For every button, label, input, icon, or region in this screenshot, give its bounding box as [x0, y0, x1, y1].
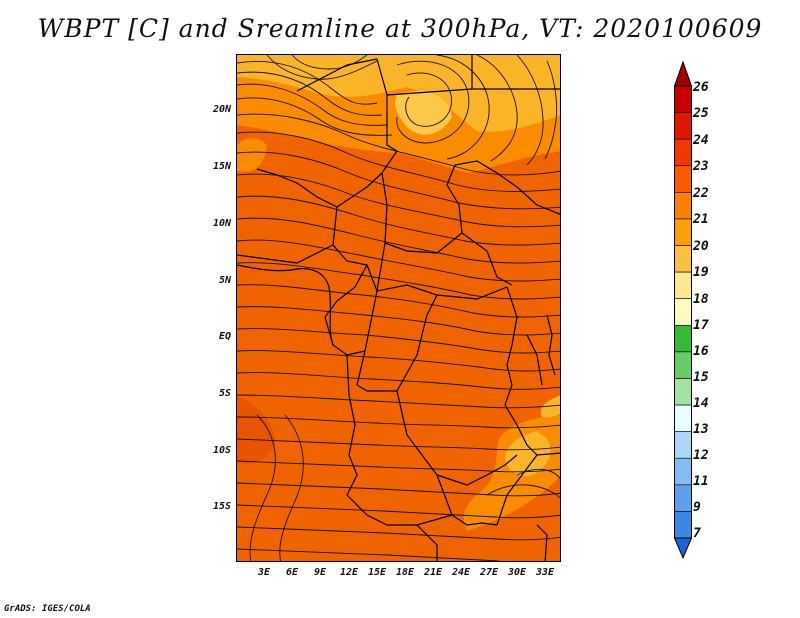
wbpt-contour-20 [237, 55, 560, 132]
colorbar-label: 19 [693, 265, 709, 280]
colorbar-cap-top [674, 60, 692, 87]
colorbar-segment [674, 138, 692, 167]
lon-label: 21E [423, 567, 443, 578]
streamlines [237, 55, 560, 561]
colorbar-segment [674, 378, 692, 406]
colorbar-segment [674, 324, 692, 353]
wbpt-field [237, 55, 560, 561]
colorbar-segment [674, 404, 692, 432]
map-panel [236, 54, 561, 562]
lon-label: 24E [451, 567, 471, 578]
lat-label: 15N [212, 161, 231, 172]
colorbar-label: 14 [693, 396, 709, 411]
colorbar-label: 17 [693, 318, 709, 333]
colorbar-label: 20 [693, 239, 709, 254]
lon-label: 15E [367, 567, 387, 578]
lon-label: 18E [395, 567, 415, 578]
colorbar-segment [674, 218, 692, 246]
colorbar-segment [674, 112, 692, 140]
colorbar-cap-bottom [674, 537, 692, 560]
colorbar-label: 11 [693, 474, 709, 489]
lon-label: 27E [479, 567, 499, 578]
colorbar-segment [674, 165, 692, 193]
lon-label: 33E [535, 567, 555, 578]
wbpt-contour-20-east [540, 395, 560, 418]
lon-label: 6E [285, 567, 299, 578]
colorbar-segment [674, 85, 692, 113]
colorbar-segment [674, 431, 692, 459]
colorbar-label: 13 [693, 422, 709, 437]
lat-label: 5S [218, 388, 231, 399]
wbpt-contour-23 [237, 395, 276, 464]
colorbar-label: 22 [693, 186, 709, 201]
colorbar-segment [674, 245, 692, 273]
colorbar-label: 24 [693, 133, 709, 148]
colorbar-label: 9 [693, 500, 701, 515]
colorbar-label: 7 [693, 526, 701, 541]
colorbar-segment [674, 484, 692, 512]
lat-label: 15S [212, 501, 231, 512]
colorbar-segment [674, 511, 692, 539]
colorbar [674, 60, 692, 560]
lat-label: 20N [212, 104, 231, 115]
lon-label: 9E [313, 567, 327, 578]
lon-label: 3E [257, 567, 271, 578]
wbpt-contour-20-south [505, 431, 551, 477]
colorbar-segment [674, 298, 692, 326]
coastline [237, 264, 334, 346]
colorbar-segment [674, 192, 692, 220]
colorbar-label: 16 [693, 344, 709, 359]
colorbar-label: 15 [693, 370, 709, 385]
colorbar-segment [674, 457, 692, 486]
colorbar-label: 12 [693, 448, 709, 463]
colorbar-segment [674, 271, 692, 300]
lon-label: 30E [507, 567, 527, 578]
grads-credit: GrADS: IGES/COLA [4, 604, 91, 614]
map-title: WBPT [C] and Sreamline at 300hPa, VT: 20… [37, 14, 763, 43]
lon-label: 12E [339, 567, 359, 578]
colorbar-label: 23 [693, 159, 709, 174]
lat-label: 10S [212, 445, 231, 456]
colorbar-label: 18 [693, 292, 709, 307]
colorbar-frame [674, 85, 692, 539]
lat-label: 10N [212, 218, 231, 229]
lat-label: EQ [218, 331, 231, 342]
colorbar-label: 21 [693, 212, 709, 227]
lat-label: 5N [218, 275, 231, 286]
colorbar-segment [674, 351, 692, 379]
wbpt-patch-west [237, 138, 267, 172]
colorbar-label: 26 [693, 80, 709, 95]
colorbar-label: 25 [693, 106, 709, 121]
country-borders [237, 55, 560, 561]
